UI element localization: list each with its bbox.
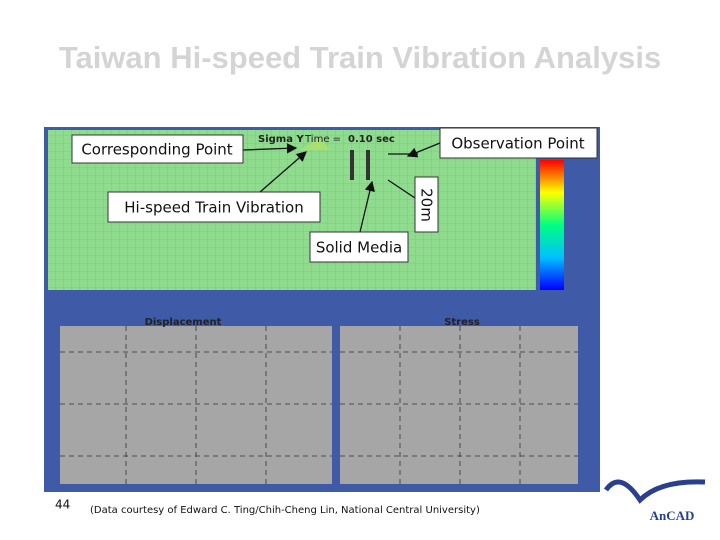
time-label: Time =: [304, 134, 341, 145]
callout: [107, 191, 321, 223]
simulation-figure: Sigma Y Time = 0.10 sec Displacement Str…: [44, 127, 600, 492]
time-value: 0.10 sec: [348, 134, 395, 145]
page-number: 44: [55, 498, 70, 512]
callout-text: Corresponding Point: [81, 141, 232, 159]
slide-title: Taiwan Hi-speed Train Vibration Analysis: [59, 40, 661, 75]
callout: [439, 127, 598, 159]
callout: [309, 231, 409, 263]
logo-text: AnCAD: [650, 508, 695, 523]
callout: [71, 134, 244, 164]
plot-title: Displacement: [145, 317, 222, 328]
callout-text: Hi-speed Train Vibration: [124, 199, 303, 217]
logo: AnCAD: [603, 479, 706, 523]
result-label: Sigma Y: [258, 134, 304, 145]
callout-text: 20m: [418, 188, 436, 222]
callout: [414, 176, 439, 233]
credit: (Data courtesy of Edward C. Ting/Chih-Ch…: [90, 505, 480, 516]
callout-text: Solid Media: [316, 239, 402, 257]
plot-title: Stress: [444, 317, 480, 328]
callout-text: Observation Point: [451, 135, 584, 153]
